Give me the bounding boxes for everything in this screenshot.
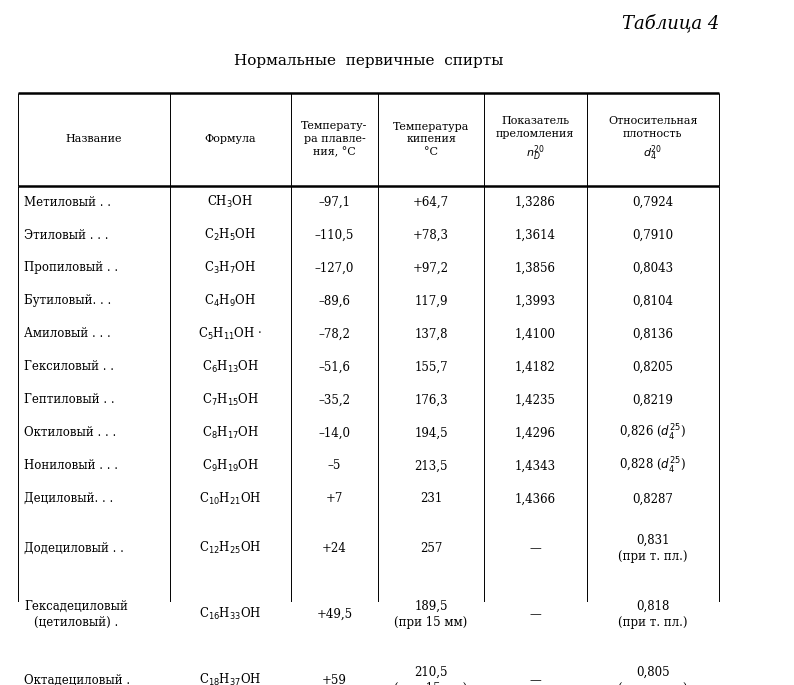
Text: +59: +59 <box>322 673 347 685</box>
Text: –78,2: –78,2 <box>318 327 350 340</box>
Text: 176,3: 176,3 <box>414 393 448 406</box>
Text: C$_{18}$H$_{37}$OH: C$_{18}$H$_{37}$OH <box>199 672 261 685</box>
Text: 0,831
(при т. пл.): 0,831 (при т. пл.) <box>618 534 688 563</box>
Text: 0,828 ($d_4^{25}$): 0,828 ($d_4^{25}$) <box>619 456 686 476</box>
Text: –127,0: –127,0 <box>314 262 354 275</box>
Text: Температу-
ра плавле-
ния, °С: Температу- ра плавле- ния, °С <box>301 121 368 158</box>
Text: 257: 257 <box>420 542 442 555</box>
Text: Гептиловый . .: Гептиловый . . <box>24 393 114 406</box>
Text: 0,8043: 0,8043 <box>632 262 673 275</box>
Text: –14,0: –14,0 <box>318 426 350 439</box>
Text: Амиловый . . .: Амиловый . . . <box>24 327 110 340</box>
Text: +64,7: +64,7 <box>413 195 449 208</box>
Text: 1,4343: 1,4343 <box>515 460 556 473</box>
Text: 0,7924: 0,7924 <box>632 195 673 208</box>
Text: Название: Название <box>66 134 122 145</box>
Text: 0,8104: 0,8104 <box>632 295 673 308</box>
Text: +49,5: +49,5 <box>316 608 353 621</box>
Text: Гексиловый . .: Гексиловый . . <box>24 360 114 373</box>
Text: Дециловый. . .: Дециловый. . . <box>24 493 114 506</box>
Text: Показатель
преломления
$n_D^{20}$: Показатель преломления $n_D^{20}$ <box>496 116 575 163</box>
Text: C$_3$H$_7$OH: C$_3$H$_7$OH <box>204 260 256 276</box>
Text: 0,818
(при т. пл.): 0,818 (при т. пл.) <box>618 600 688 629</box>
Text: 1,3286: 1,3286 <box>515 195 556 208</box>
Text: Пропиловый . .: Пропиловый . . <box>24 262 118 275</box>
Text: 0,8287: 0,8287 <box>632 493 673 506</box>
Text: —: — <box>530 542 542 555</box>
Text: +97,2: +97,2 <box>413 262 449 275</box>
Text: Относительная
плотность
$d_4^{20}$: Относительная плотность $d_4^{20}$ <box>608 116 698 163</box>
Text: 210,5
(при 15 мм): 210,5 (при 15 мм) <box>395 666 468 685</box>
Text: +24: +24 <box>322 542 347 555</box>
Text: 0,826 ($d_4^{25}$): 0,826 ($d_4^{25}$) <box>619 423 686 443</box>
Text: 1,3856: 1,3856 <box>515 262 556 275</box>
Text: 1,4235: 1,4235 <box>515 393 556 406</box>
Text: +7: +7 <box>326 493 343 506</box>
Text: Бутиловый. . .: Бутиловый. . . <box>24 295 111 308</box>
Text: 231: 231 <box>420 493 442 506</box>
Text: –51,6: –51,6 <box>318 360 350 373</box>
Text: –110,5: –110,5 <box>314 229 354 242</box>
Text: 1,3614: 1,3614 <box>515 229 556 242</box>
Text: C$_6$H$_{13}$OH: C$_6$H$_{13}$OH <box>202 359 259 375</box>
Text: 194,5: 194,5 <box>414 426 448 439</box>
Text: –5: –5 <box>328 460 341 473</box>
Text: C$_7$H$_{15}$OH: C$_7$H$_{15}$OH <box>202 392 259 408</box>
Text: Нониловый . . .: Нониловый . . . <box>24 460 118 473</box>
Text: CH$_3$OH: CH$_3$OH <box>207 194 253 210</box>
Text: Гексадециловый
(цетиловый) .: Гексадециловый (цетиловый) . <box>24 600 128 629</box>
Text: 155,7: 155,7 <box>414 360 448 373</box>
Text: +78,3: +78,3 <box>413 229 449 242</box>
Text: 1,4296: 1,4296 <box>515 426 556 439</box>
Text: 0,8136: 0,8136 <box>632 327 673 340</box>
Text: 0,8219: 0,8219 <box>632 393 673 406</box>
Text: 1,4182: 1,4182 <box>515 360 556 373</box>
Text: 0,8205: 0,8205 <box>632 360 673 373</box>
Text: 1,4100: 1,4100 <box>515 327 556 340</box>
Text: C$_8$H$_{17}$OH: C$_8$H$_{17}$OH <box>202 425 259 441</box>
Text: –35,2: –35,2 <box>318 393 350 406</box>
Text: 117,9: 117,9 <box>414 295 448 308</box>
Text: –89,6: –89,6 <box>318 295 350 308</box>
Text: C$_{16}$H$_{33}$OH: C$_{16}$H$_{33}$OH <box>199 606 261 622</box>
Text: C$_4$H$_9$OH: C$_4$H$_9$OH <box>204 293 256 309</box>
Text: 0,805
(при т. пл.): 0,805 (при т. пл.) <box>618 666 688 685</box>
Text: Температура
кипения
°С: Температура кипения °С <box>393 121 469 157</box>
Text: Этиловый . . .: Этиловый . . . <box>24 229 109 242</box>
Text: 137,8: 137,8 <box>414 327 448 340</box>
Text: 1,3993: 1,3993 <box>515 295 556 308</box>
Text: 189,5
(при 15 мм): 189,5 (при 15 мм) <box>395 600 468 629</box>
Text: C$_5$H$_{11}$OH ·: C$_5$H$_{11}$OH · <box>198 326 262 342</box>
Text: Октадециловый .: Октадециловый . <box>24 673 130 685</box>
Text: Таблица 4: Таблица 4 <box>622 14 719 32</box>
Text: 0,7910: 0,7910 <box>632 229 673 242</box>
Text: Октиловый . . .: Октиловый . . . <box>24 426 116 439</box>
Text: C$_{12}$H$_{25}$OH: C$_{12}$H$_{25}$OH <box>199 540 261 556</box>
Text: C$_{10}$H$_{21}$OH: C$_{10}$H$_{21}$OH <box>199 490 261 507</box>
Text: Формула: Формула <box>204 134 256 145</box>
Text: 213,5: 213,5 <box>414 460 448 473</box>
Text: Метиловый . .: Метиловый . . <box>24 195 111 208</box>
Text: C$_9$H$_{19}$OH: C$_9$H$_{19}$OH <box>202 458 259 474</box>
Text: 1,4366: 1,4366 <box>515 493 556 506</box>
Text: —: — <box>530 673 542 685</box>
Text: –97,1: –97,1 <box>318 195 350 208</box>
Text: Нормальные  первичные  спирты: Нормальные первичные спирты <box>234 54 503 68</box>
Text: —: — <box>530 608 542 621</box>
Text: C$_2$H$_5$OH: C$_2$H$_5$OH <box>204 227 256 243</box>
Text: Додециловый . .: Додециловый . . <box>24 542 124 555</box>
